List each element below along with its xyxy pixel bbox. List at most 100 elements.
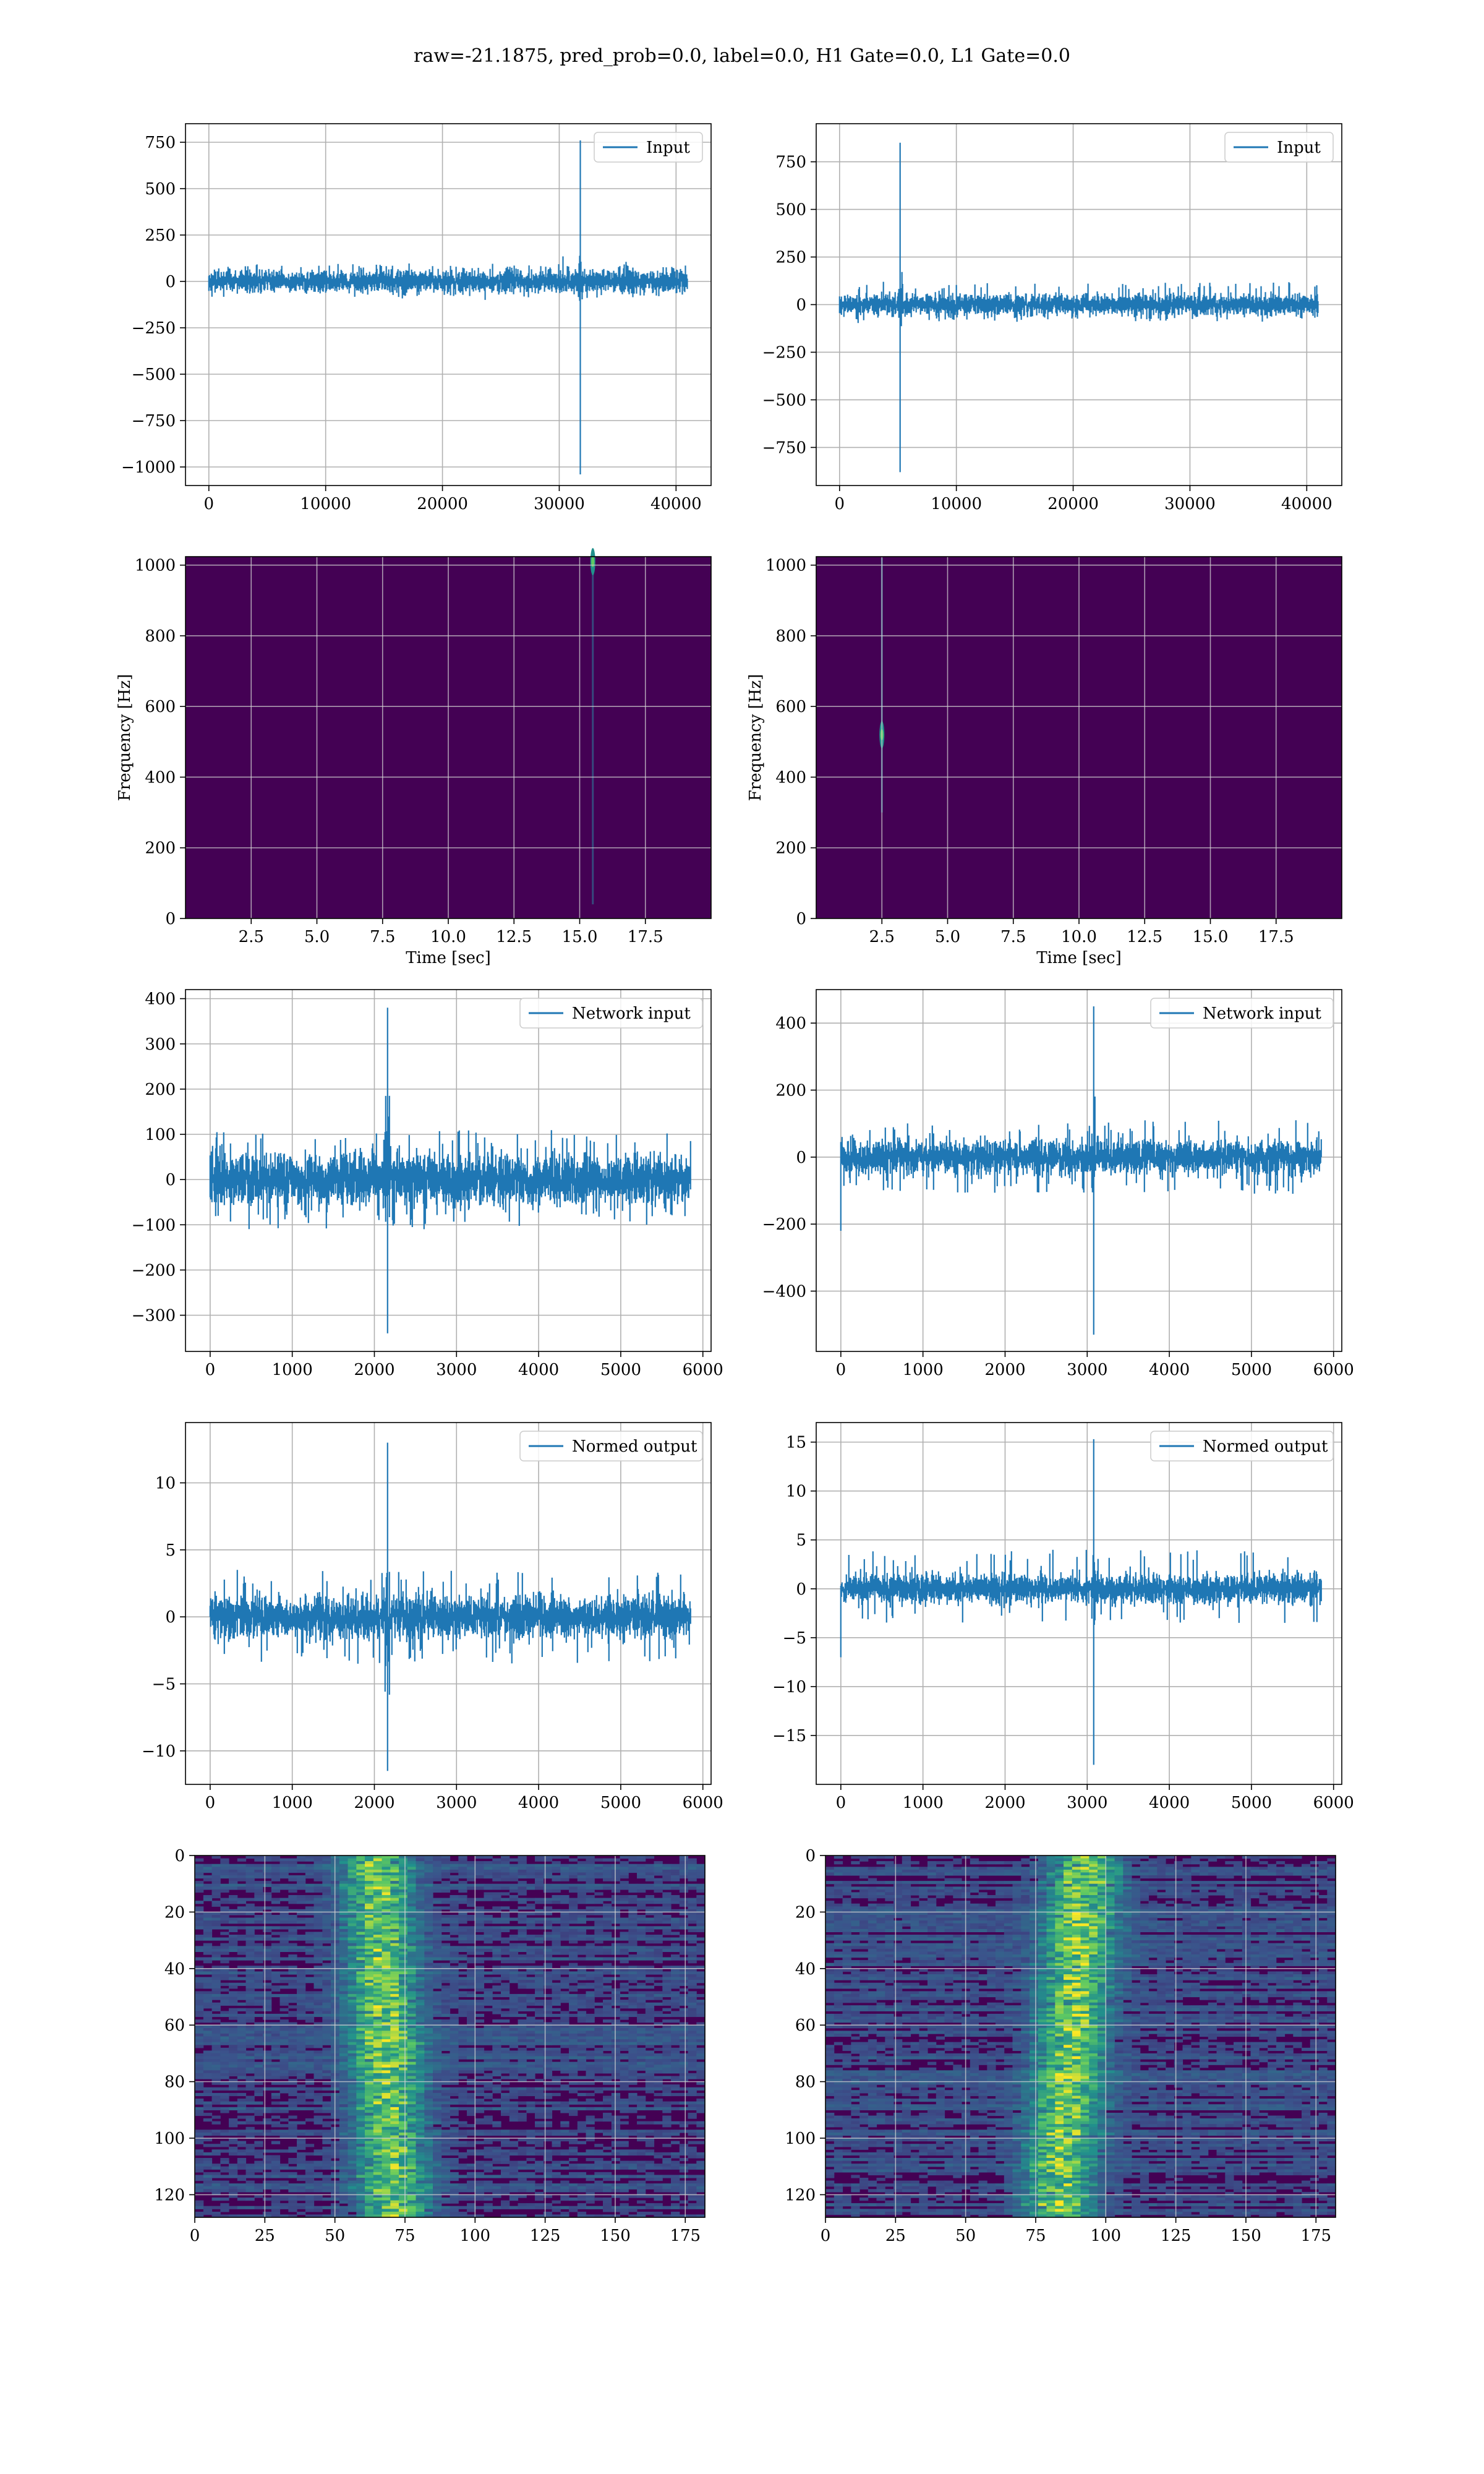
heatmap-cell	[220, 2011, 229, 2014]
heatmap-cell	[433, 2084, 442, 2088]
heatmap-cell	[501, 1867, 510, 1870]
heatmap-cell	[611, 2124, 621, 2128]
heatmap-cell	[220, 1886, 229, 1890]
heatmap-cell	[245, 1946, 255, 1950]
heatmap-cell	[373, 1883, 383, 1887]
heatmap-cell	[288, 2132, 297, 2136]
heatmap-cell	[654, 1881, 663, 1885]
heatmap-cell	[518, 1997, 527, 2000]
heatmap-cell	[356, 2067, 365, 2071]
heatmap-cell	[586, 1875, 595, 1879]
heatmap-cell	[433, 2047, 442, 2051]
heatmap-cell	[518, 1957, 527, 1961]
heatmap-cell	[288, 2070, 297, 2074]
heatmap-cell	[450, 2107, 459, 2110]
heatmap-cell	[339, 2013, 349, 2018]
heatmap-cell	[645, 2011, 655, 2014]
heatmap-cell	[671, 2011, 680, 2014]
heatmap-cell	[552, 1869, 561, 1873]
heatmap-cell	[356, 1889, 365, 1893]
heatmap-cell	[195, 1991, 204, 1995]
heatmap-cell	[594, 1872, 603, 1876]
heatmap-cell	[297, 1856, 306, 1859]
heatmap-cell	[297, 2031, 306, 2034]
heatmap-cell	[518, 1974, 527, 1978]
heatmap-cell	[339, 1935, 349, 1938]
heatmap-cell	[594, 1867, 603, 1870]
heatmap-cell	[203, 2002, 213, 2006]
heatmap-cell	[679, 2067, 689, 2071]
heatmap-cell	[628, 2045, 638, 2048]
heatmap-cell	[569, 2067, 578, 2071]
heatmap-cell	[475, 1937, 485, 1941]
heatmap-cell	[688, 1968, 697, 1972]
heatmap-cell	[603, 1923, 612, 1927]
heatmap-cell	[305, 1932, 315, 1935]
heatmap-cell	[288, 1869, 297, 1873]
heatmap-cell	[535, 2065, 544, 2068]
heatmap-cell	[433, 2079, 442, 2082]
heatmap-cell	[535, 1856, 544, 1859]
heatmap-cell	[441, 1898, 451, 1901]
heatmap-cell	[458, 2031, 467, 2034]
heatmap-cell	[484, 2025, 493, 2029]
heatmap-cell	[662, 1932, 672, 1935]
heatmap-cell	[263, 1977, 272, 1980]
heatmap-cell	[628, 2065, 638, 2068]
heatmap-cell	[594, 1991, 603, 1995]
heatmap-cell	[467, 2002, 476, 2006]
heatmap-cell	[535, 2112, 544, 2117]
heatmap-cell	[254, 1892, 263, 1896]
heatmap-cell	[526, 2067, 535, 2071]
heatmap-cell	[518, 2042, 527, 2045]
heatmap-cell	[399, 2019, 408, 2023]
heatmap-cell	[245, 2076, 255, 2079]
heatmap-cell	[373, 2101, 383, 2105]
heatmap-cell	[628, 1920, 638, 1924]
heatmap-cell	[509, 2053, 519, 2057]
heatmap-cell	[637, 1875, 646, 1879]
x-tick-label: 40000	[650, 495, 702, 513]
heatmap-cell	[297, 2073, 306, 2077]
heatmap-cell	[467, 1875, 476, 1879]
heatmap-cell	[416, 2061, 425, 2065]
heatmap-cell	[586, 1858, 595, 1862]
heatmap-cell	[620, 2027, 629, 2031]
heatmap-cell	[313, 2005, 323, 2009]
heatmap-cell	[603, 1932, 612, 1935]
heatmap-cell	[339, 1861, 349, 1865]
heatmap-cell	[679, 2121, 689, 2125]
heatmap-cell	[245, 1937, 255, 1941]
heatmap-cell	[526, 2019, 535, 2023]
heatmap-cell	[279, 2101, 289, 2105]
heatmap-cell	[492, 2129, 501, 2133]
heatmap-cell	[569, 1889, 578, 1893]
heatmap-cell	[654, 2061, 663, 2065]
heatmap-cell	[577, 2027, 587, 2031]
heatmap-cell	[229, 1948, 238, 1952]
heatmap-cell	[373, 2073, 383, 2077]
heatmap-cell	[577, 1926, 587, 1930]
heatmap-cell	[577, 1883, 587, 1887]
y-tick-label: 200	[145, 839, 176, 858]
heatmap-cell	[356, 1856, 365, 1859]
heatmap-cell	[543, 2112, 553, 2117]
y-tick-label: 600	[775, 698, 806, 716]
heatmap-cell	[509, 2110, 519, 2113]
heatmap-cell	[662, 2013, 672, 2018]
heatmap-cell	[526, 2104, 535, 2108]
heatmap-cell	[237, 1878, 247, 1881]
x-tick-label: 10.0	[430, 928, 466, 946]
heatmap-cell	[245, 2107, 255, 2110]
heatmap-cell	[365, 2079, 374, 2082]
heatmap-cell	[288, 1966, 297, 1969]
heatmap-cell	[382, 1858, 391, 1862]
heatmap-cell	[577, 1997, 587, 2000]
heatmap-cell	[245, 2110, 255, 2113]
heatmap-cell	[339, 2084, 349, 2088]
heatmap-cell	[671, 2019, 680, 2023]
heatmap-cell	[475, 1971, 485, 1975]
heatmap-cell	[569, 2033, 578, 2037]
heatmap-cell	[586, 1957, 595, 1961]
heatmap-cell	[339, 2101, 349, 2105]
